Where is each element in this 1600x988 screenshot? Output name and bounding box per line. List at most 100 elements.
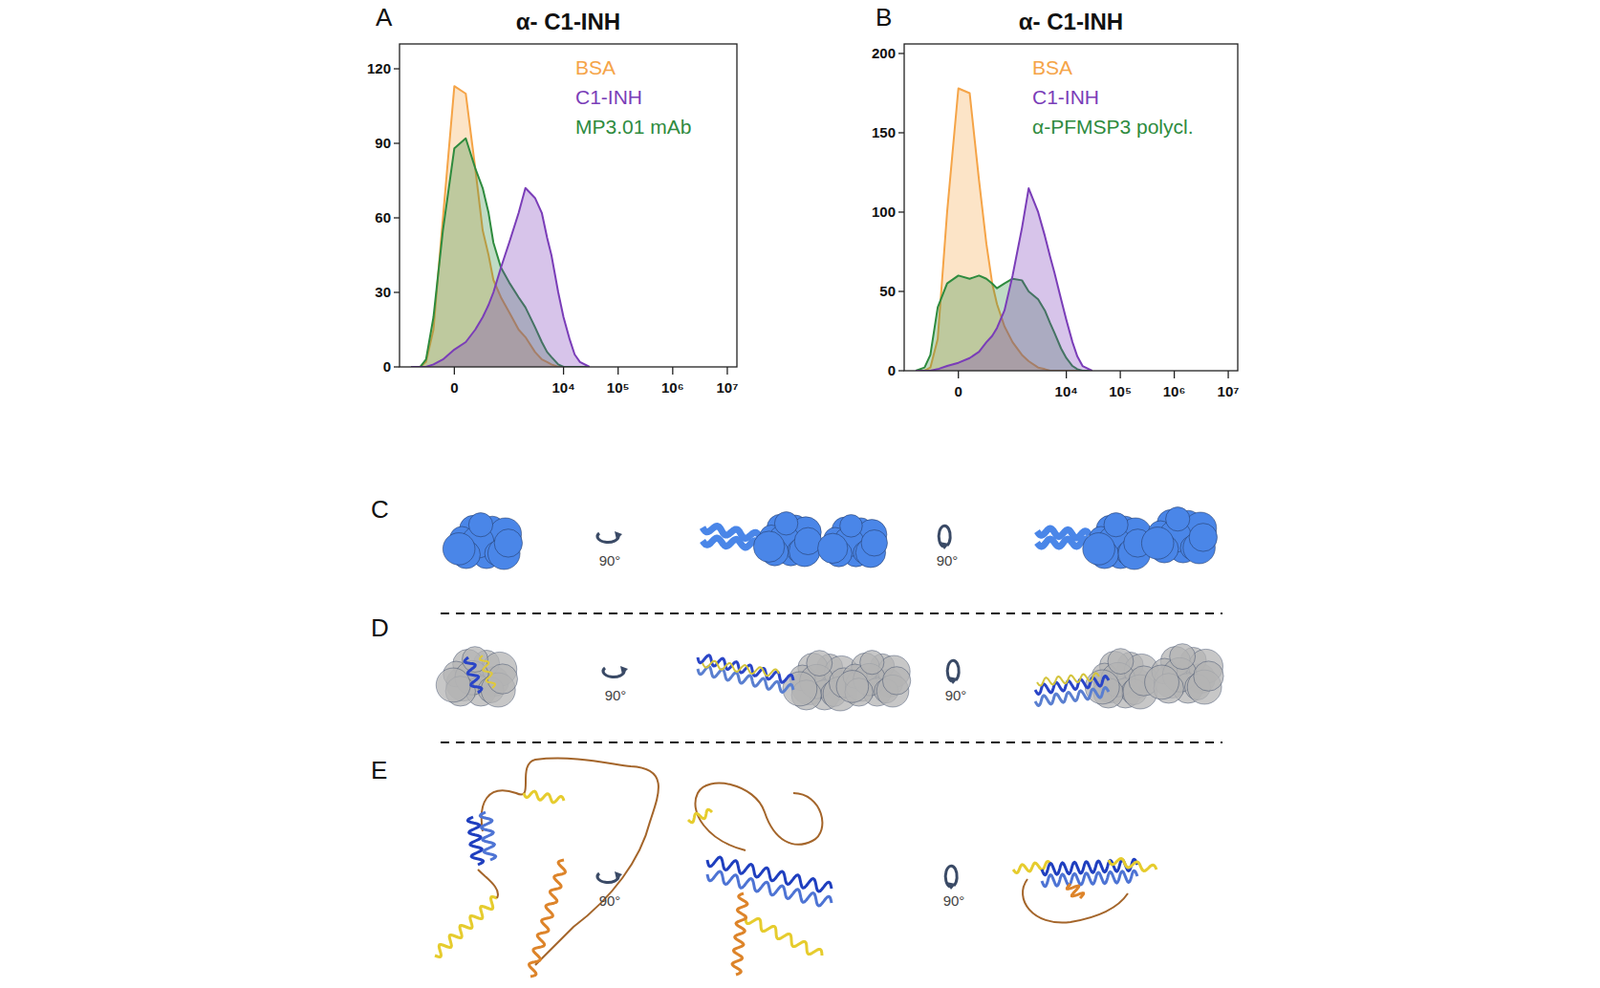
- y-tick: [393, 291, 400, 293]
- chart-title: α- C1-INH: [1018, 8, 1124, 35]
- density-blob: [1103, 513, 1128, 538]
- x-tick: [1173, 370, 1175, 379]
- loop: [477, 869, 498, 899]
- x-tick-label: 10⁵: [1108, 383, 1132, 400]
- rotation-arrowhead: [948, 676, 958, 685]
- rotation-label: 90°: [605, 687, 628, 704]
- histogram-line: [410, 86, 590, 368]
- helix: [1066, 884, 1083, 899]
- panel-letter: E: [370, 756, 388, 785]
- y-tick: [898, 290, 905, 292]
- helix: [688, 809, 713, 823]
- x-tick: [671, 367, 673, 375]
- x-tick: [617, 367, 619, 375]
- histogram-panel: Aα- C1-INH0306090120010⁴10⁵10⁶10⁷BSAC1-I…: [367, 2, 738, 396]
- y-tick-label: 0: [887, 362, 896, 379]
- density-blob: [1166, 507, 1190, 532]
- x-tick-label: 0: [954, 383, 963, 400]
- x-tick: [562, 367, 564, 375]
- x-tick-label: 10⁶: [1163, 383, 1187, 400]
- helix: [702, 661, 779, 677]
- legend-entry: α-PFMSP3 polycl.: [1032, 115, 1194, 138]
- rotation-arrowhead: [939, 541, 950, 550]
- density-blob: [861, 530, 887, 557]
- panel-d: D 90° 90°: [370, 613, 1224, 712]
- x-tick: [454, 367, 455, 375]
- helix: [1035, 676, 1109, 695]
- helix: [479, 655, 496, 689]
- rotation-arrowhead: [620, 666, 628, 675]
- density-blob: [806, 650, 833, 677]
- helix: [529, 860, 566, 977]
- helix: [702, 526, 760, 540]
- y-tick-label: 60: [374, 209, 391, 226]
- density-blob: [442, 533, 476, 566]
- y-tick: [393, 67, 400, 69]
- rotation-label: 90°: [945, 687, 968, 704]
- legend-entry: MP3.01 mAb: [575, 115, 692, 138]
- y-tick-label: 50: [879, 282, 896, 300]
- density-blob: [487, 664, 518, 694]
- density-blob: [1189, 523, 1217, 552]
- separator: [440, 741, 1223, 744]
- helix: [697, 667, 794, 693]
- helix: [1037, 539, 1090, 547]
- density-blob: [494, 529, 522, 558]
- panel-letter: A: [375, 2, 393, 32]
- helix: [1037, 672, 1100, 686]
- x-tick-label: 10⁷: [1217, 383, 1240, 400]
- histogram-panel: Bα- C1-INH050100150200010⁴10⁵10⁶10⁷BSAC1…: [871, 2, 1240, 400]
- density-blob: [1141, 527, 1174, 561]
- x-tick-label: 10⁵: [606, 379, 630, 396]
- histogram-line: [410, 188, 590, 368]
- helix: [732, 893, 748, 975]
- rotation-arrow: [597, 873, 619, 883]
- plot-area: [410, 86, 590, 368]
- y-tick: [393, 142, 400, 144]
- density-blob: [1169, 644, 1196, 671]
- x-tick: [957, 370, 959, 379]
- separator: [440, 612, 1223, 615]
- helix: [745, 917, 822, 956]
- legend-entry: C1-INH: [1032, 86, 1100, 109]
- y-tick-label: 100: [871, 203, 896, 220]
- y-tick-label: 200: [871, 44, 896, 62]
- density-blob: [435, 668, 471, 703]
- histogram-fill: [410, 138, 590, 368]
- rotation-label: 90°: [599, 552, 622, 569]
- y-tick-label: 120: [367, 60, 391, 77]
- helix: [479, 812, 496, 861]
- density-blob: [860, 650, 885, 675]
- helix: [467, 817, 483, 865]
- plot-frame: [904, 43, 1238, 371]
- y-tick: [898, 52, 905, 54]
- legend-entry: BSA: [575, 56, 616, 79]
- x-tick: [1119, 370, 1121, 379]
- x-tick: [1227, 370, 1229, 379]
- helix: [434, 897, 498, 958]
- density-blob: [1107, 648, 1134, 675]
- helix: [1037, 528, 1090, 539]
- density-blob: [774, 512, 798, 536]
- panel-letter: C: [370, 495, 390, 524]
- y-tick-label: 0: [383, 358, 391, 375]
- panel-letter: D: [370, 613, 390, 643]
- helix: [707, 871, 832, 907]
- histogram-line: [915, 188, 1092, 371]
- rotation-label: 90°: [943, 892, 966, 909]
- density-blob: [1145, 665, 1180, 700]
- histogram-fill: [410, 86, 590, 368]
- y-tick: [393, 216, 400, 218]
- x-tick: [726, 367, 728, 375]
- density-blob: [840, 515, 864, 539]
- loop: [1022, 879, 1128, 924]
- panel-letter: B: [875, 2, 892, 32]
- panel-e: E90°90°: [370, 756, 1157, 977]
- y-tick: [898, 211, 905, 213]
- density-blob: [882, 667, 910, 695]
- x-tick-label: 10⁷: [716, 379, 739, 396]
- panel-c: C90°90°: [370, 495, 1218, 570]
- helix: [1035, 688, 1109, 707]
- density-blob: [818, 533, 848, 563]
- plot-frame: [399, 43, 737, 368]
